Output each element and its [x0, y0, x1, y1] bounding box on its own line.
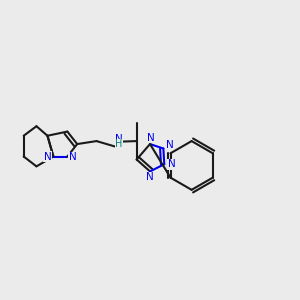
Text: N: N	[146, 172, 154, 182]
Text: N: N	[69, 152, 76, 162]
Text: N: N	[147, 133, 154, 142]
Text: N: N	[44, 152, 51, 161]
Text: N: N	[166, 140, 174, 150]
Text: H: H	[115, 139, 122, 149]
Text: N: N	[115, 134, 123, 144]
Text: N: N	[168, 159, 176, 169]
